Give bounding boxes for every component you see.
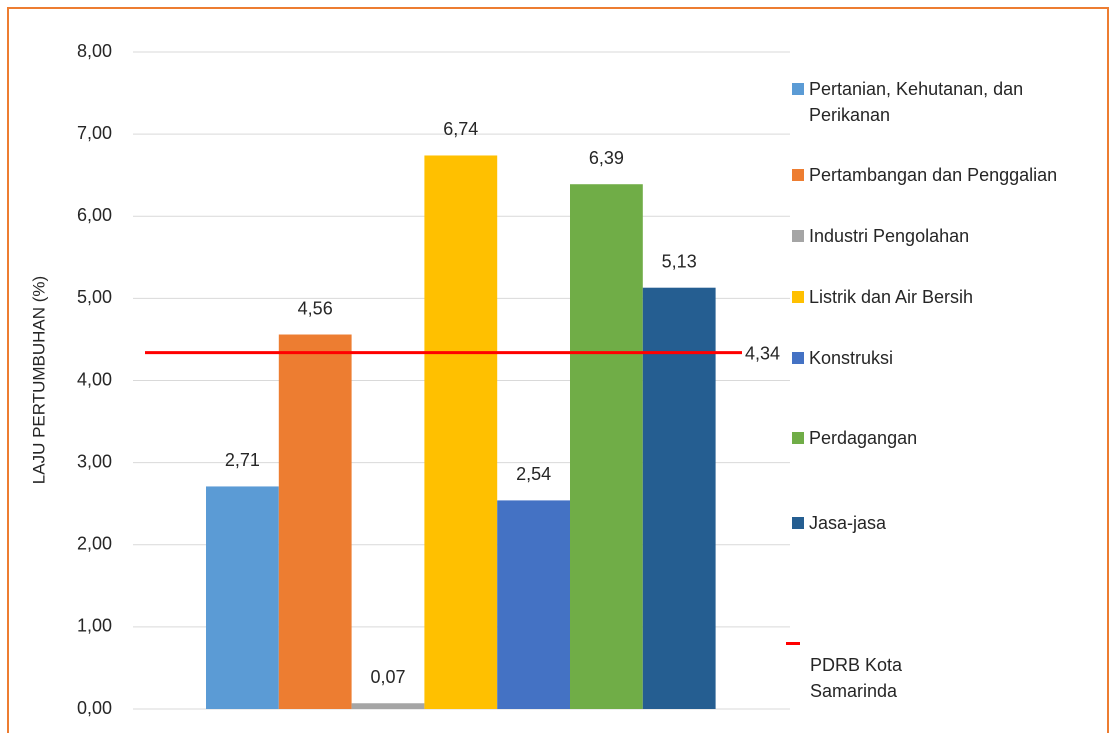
bar <box>278 334 352 709</box>
bar <box>351 703 425 709</box>
bar <box>642 287 716 709</box>
data-label: 2,54 <box>516 464 551 484</box>
legend-swatch <box>792 517 804 529</box>
legend-label: Listrik dan Air Bersih <box>809 287 974 307</box>
data-label: 0,07 <box>370 667 405 687</box>
legend-label: Perdagangan <box>809 428 918 448</box>
legend-label: Konstruksi <box>809 348 894 368</box>
legend-label: Jasa-jasa <box>809 513 887 533</box>
y-tick-label: 2,00 <box>77 534 112 554</box>
data-label: 6,39 <box>589 148 624 168</box>
legend-entry: PDRB Kota Samarinda <box>786 642 922 704</box>
y-tick-label: 4,00 <box>77 369 112 389</box>
legend-entry: Konstruksi <box>792 345 1108 371</box>
bar <box>424 155 498 710</box>
legend-label: PDRB Kota Samarinda <box>810 655 903 701</box>
y-tick-label: 7,00 <box>77 123 112 143</box>
legend-label: Industri Pengolahan <box>809 226 970 246</box>
legend-label: Pertanian, Kehutanan, dan Perikanan <box>809 79 1024 125</box>
y-tick-label: 6,00 <box>77 205 112 225</box>
y-axis-label: LAJU PERTUMBUHAN (%) <box>29 276 48 484</box>
y-tick-label: 1,00 <box>77 616 112 636</box>
data-label: 6,74 <box>443 119 478 139</box>
data-label: 2,71 <box>225 450 260 470</box>
legend-entry: Industri Pengolahan <box>792 223 1108 249</box>
legend-swatch <box>792 432 804 444</box>
legend-entry: Jasa-jasa <box>792 510 1108 536</box>
legend-swatch <box>792 291 804 303</box>
bar <box>570 184 643 709</box>
y-tick-label: 8,00 <box>77 41 112 61</box>
bar <box>206 486 279 709</box>
y-tick-label: 3,00 <box>77 451 112 471</box>
data-label: 4,56 <box>298 298 333 318</box>
legend-entry: Pertanian, Kehutanan, dan Perikanan <box>792 76 1108 128</box>
y-tick-label: 0,00 <box>77 698 112 718</box>
legend-swatch <box>792 352 804 364</box>
data-label: 5,13 <box>662 251 697 271</box>
y-tick-label: 5,00 <box>77 287 112 307</box>
bar <box>497 500 570 709</box>
legend-swatch <box>792 83 804 95</box>
legend-label: Pertambangan dan Penggalian <box>809 165 1058 185</box>
legend-line <box>786 642 800 645</box>
legend-entry: Pertambangan dan Penggalian <box>792 162 1108 188</box>
legend-entry: Perdagangan <box>792 425 1108 451</box>
legend-swatch <box>792 169 804 181</box>
legend-entry: Listrik dan Air Bersih <box>792 284 1108 310</box>
chart-border <box>7 7 1109 733</box>
reference-label: 4,34 <box>745 343 780 363</box>
legend-swatch <box>792 230 804 242</box>
